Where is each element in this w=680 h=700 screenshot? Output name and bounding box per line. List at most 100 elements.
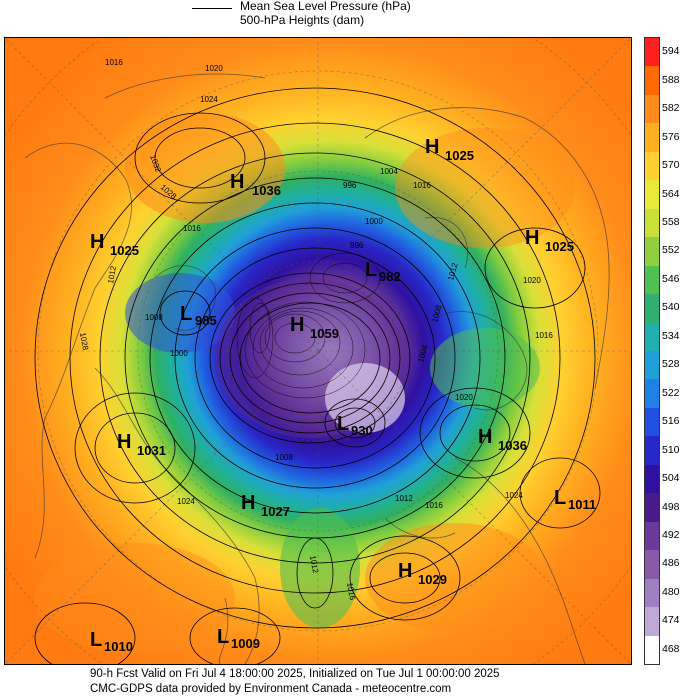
svg-text:H: H xyxy=(241,492,255,514)
svg-text:985: 985 xyxy=(195,313,217,328)
colorbar-label: 552 xyxy=(662,244,680,257)
svg-text:930: 930 xyxy=(351,423,373,438)
isobar-label: 1028 xyxy=(78,332,90,352)
colorbar-label: 474 xyxy=(662,614,680,627)
svg-text:1025: 1025 xyxy=(545,239,574,254)
low-center: L 930 xyxy=(337,413,373,438)
colorbar-label: 492 xyxy=(662,528,680,541)
high-center: H 1027 xyxy=(241,492,290,519)
isobar-label: 1024 xyxy=(177,497,195,506)
colorbar-swatch xyxy=(645,94,659,124)
isobar-label: 1004 xyxy=(380,167,398,176)
svg-text:H: H xyxy=(478,426,492,448)
colorbar-label: 546 xyxy=(662,272,680,285)
isobar-label: 1016 xyxy=(105,58,123,67)
svg-text:1025: 1025 xyxy=(445,148,474,163)
colorbar-label: 504 xyxy=(662,472,680,485)
pressure-centers: H 1025 H 1036 H 1025 H 1025 L 985 H 1059 L 982 … xyxy=(90,136,596,654)
svg-text:1009: 1009 xyxy=(231,636,260,651)
svg-text:H: H xyxy=(425,136,439,158)
svg-text:L: L xyxy=(217,626,229,648)
high-center: H 1025 xyxy=(425,136,474,163)
legend-mslp-label: Mean Sea Level Pressure (hPa) xyxy=(240,0,411,13)
colorbar-swatch xyxy=(645,322,659,352)
legend-header: Mean Sea Level Pressure (hPa) 500-hPa He… xyxy=(0,0,680,36)
isobar-label: 1024 xyxy=(200,95,218,104)
svg-text:1036: 1036 xyxy=(252,183,281,198)
weather-map: 1016 1020 1024 1032 1028 1016 1012 1008 … xyxy=(4,37,632,665)
colorbar-label: 594 xyxy=(662,45,680,58)
legend-line-sample xyxy=(192,8,232,9)
svg-text:1025: 1025 xyxy=(110,243,139,258)
low-center: L 985 xyxy=(180,303,217,328)
svg-text:H: H xyxy=(290,314,304,336)
colorbar-swatch xyxy=(645,607,659,637)
colorbar-label: 540 xyxy=(662,301,680,314)
colorbar-swatch xyxy=(645,123,659,153)
colorbar-swatch xyxy=(645,493,659,523)
svg-text:1010: 1010 xyxy=(104,639,133,654)
isobar-label: 996 xyxy=(343,181,357,190)
high-center: H 1059 xyxy=(290,314,339,341)
high-center: H 1029 xyxy=(398,560,447,587)
isobar-label: 1016 xyxy=(183,224,201,233)
colorbar-swatch xyxy=(645,436,659,466)
colorbar-swatch xyxy=(645,407,659,437)
svg-text:L: L xyxy=(180,303,192,325)
colorbar-label: 522 xyxy=(662,386,680,399)
colorbar-swatch xyxy=(645,294,659,324)
isobar-label: 1016 xyxy=(535,331,553,340)
height-warm-blob xyxy=(125,113,285,223)
svg-text:L: L xyxy=(365,259,377,281)
isobar-label: 1020 xyxy=(205,64,223,73)
svg-text:L: L xyxy=(337,413,349,435)
colorbar-swatch xyxy=(645,550,659,580)
isobar-label: 1016 xyxy=(425,501,443,510)
colorbar-label: 534 xyxy=(662,329,680,342)
map-canvas: 1016 1020 1024 1032 1028 1016 1012 1008 … xyxy=(5,38,631,664)
svg-text:1031: 1031 xyxy=(137,443,166,458)
isobar-label: 1000 xyxy=(365,217,383,226)
colorbar-swatch xyxy=(645,38,659,67)
data-credit-text: CMC-GDPS data provided by Environment Ca… xyxy=(90,683,452,695)
height-warm-blob xyxy=(35,543,235,653)
low-center: L 1009 xyxy=(217,626,260,651)
svg-text:1027: 1027 xyxy=(261,504,290,519)
colorbar-swatch xyxy=(645,464,659,494)
isobar-label: 1016 xyxy=(413,181,431,190)
height-trough xyxy=(430,328,540,408)
high-center: H 1025 xyxy=(525,227,574,254)
colorbar-swatch xyxy=(645,151,659,181)
vortex-contours xyxy=(236,252,381,399)
isobar-label: 1012 xyxy=(395,494,413,503)
colorbar-label: 582 xyxy=(662,102,680,115)
isobar-label: 1008 xyxy=(145,313,163,322)
svg-text:1036: 1036 xyxy=(498,438,527,453)
low-center: L 1010 xyxy=(90,629,133,654)
svg-text:H: H xyxy=(90,231,104,253)
high-center: H 1036 xyxy=(230,171,281,198)
svg-text:H: H xyxy=(230,171,244,193)
height-trough xyxy=(280,508,360,628)
isobar-label: 1012 xyxy=(308,555,320,575)
colorbar-label: 576 xyxy=(662,130,680,143)
colorbar-swatch xyxy=(645,180,659,210)
height-warm-blob xyxy=(365,523,545,633)
colorbar-swatch xyxy=(645,521,659,551)
colorbar-label: 588 xyxy=(662,73,680,86)
colorbar-swatch xyxy=(645,265,659,295)
svg-text:982: 982 xyxy=(379,269,401,284)
colorbar-label: 486 xyxy=(662,557,680,570)
colorbar-label: 510 xyxy=(662,443,680,456)
colorbar-swatch xyxy=(645,351,659,380)
colorbar-label: 570 xyxy=(662,159,680,172)
colorbar-label: 498 xyxy=(662,500,680,513)
colorbar-label: 564 xyxy=(662,187,680,200)
svg-text:L: L xyxy=(90,629,102,651)
svg-text:H: H xyxy=(117,431,131,453)
low-center: L 1011 xyxy=(554,487,596,512)
forecast-valid-text: 90-h Fcst Valid on Fri Jul 4 18:00:00 20… xyxy=(90,668,500,680)
legend-heights-label: 500-hPa Heights (dam) xyxy=(240,13,365,27)
colorbar-swatch xyxy=(645,66,659,96)
svg-text:H: H xyxy=(398,560,412,582)
